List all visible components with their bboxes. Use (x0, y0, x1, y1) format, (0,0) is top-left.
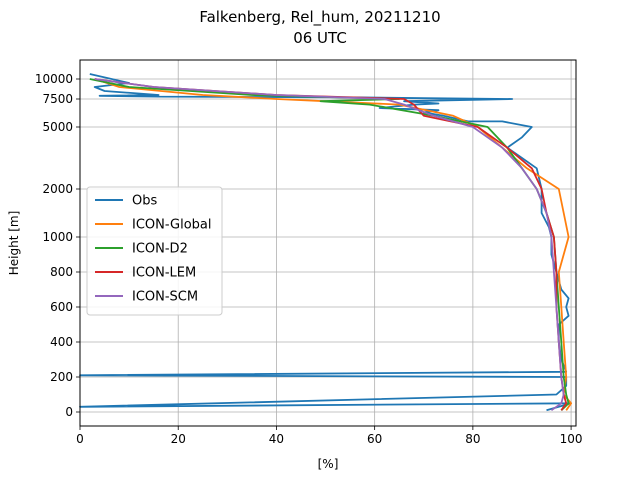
legend-label: Obs (132, 194, 157, 209)
x-tick-label: 20 (171, 432, 186, 446)
legend-label: ICON-Global (132, 218, 212, 233)
series-group (79, 73, 572, 412)
legend: Obs ICON-Global ICON-D2 ICON-LEM ICON-SCM (86, 186, 223, 316)
legend-box (86, 186, 223, 316)
y-tick-label: 7500 (42, 92, 73, 106)
chart-subtitle: 06 UTC (293, 29, 347, 47)
x-tick-label: 100 (560, 432, 583, 446)
y-tick-label: 600 (50, 300, 73, 314)
legend-label: ICON-SCM (132, 290, 198, 305)
series-line-icon-global (94, 78, 572, 411)
legend-label: ICON-LEM (132, 266, 196, 281)
plot-frame (79, 59, 577, 427)
legend-label: ICON-D2 (132, 242, 188, 257)
series-line-icon-scm (94, 78, 565, 412)
x-axis-label: [%] (318, 457, 339, 471)
y-tick-label: 1000 (42, 230, 73, 244)
y-axis-label: Height [m] (7, 211, 21, 276)
y-tick-label: 5000 (42, 120, 73, 134)
y-tick-label: 2000 (42, 182, 73, 196)
x-tick-label: 80 (465, 432, 480, 446)
ticks: 0 20 40 60 80 1000200400600800100020005000750… (35, 72, 583, 446)
chart-title: Falkenberg, Rel_hum, 20211210 (199, 8, 441, 26)
y-tick-label: 10000 (35, 72, 73, 86)
y-tick-label: 800 (50, 265, 73, 279)
x-tick-label: 40 (269, 432, 284, 446)
x-tick-label: 60 (367, 432, 382, 446)
y-tick-label: 200 (50, 370, 73, 384)
x-tick-label: 0 (76, 432, 84, 446)
y-tick-label: 0 (65, 405, 73, 419)
y-tick-label: 400 (50, 335, 73, 349)
